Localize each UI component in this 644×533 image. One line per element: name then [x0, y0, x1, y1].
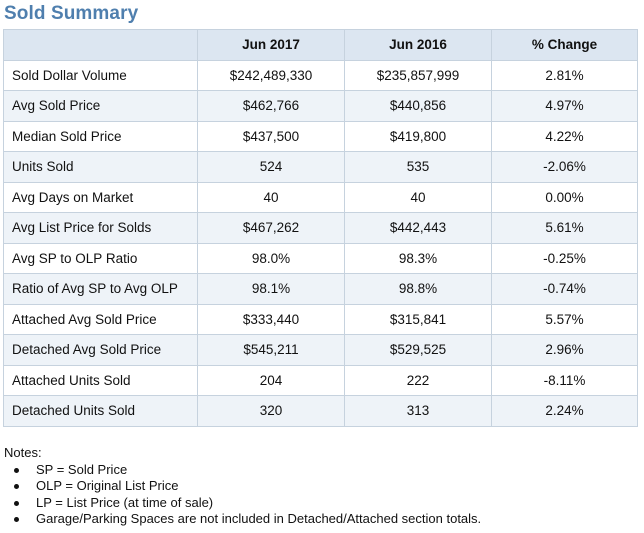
table-cell: -8.11%: [491, 364, 638, 396]
page-title: Sold Summary: [4, 3, 139, 24]
notes-list: SP = Sold Price OLP = Original List Price…: [4, 462, 481, 528]
table-cell: 98.8%: [344, 273, 492, 305]
row-label: Median Sold Price: [3, 120, 198, 152]
table-row: Attached Units Sold 204 222 -8.11%: [3, 364, 638, 396]
header-cell-jun-2016: Jun 2016: [344, 29, 492, 61]
table-cell: 5.61%: [491, 212, 638, 244]
table-cell: 2.24%: [491, 395, 638, 427]
table-cell: 4.97%: [491, 90, 638, 122]
note-text: LP = List Price (at time of sale): [36, 494, 214, 510]
note-text: OLP = Original List Price: [36, 478, 179, 494]
sold-summary-table: Jun 2017 Jun 2016 % Change Sold Dollar V…: [3, 29, 638, 427]
table-cell: $419,800: [344, 120, 492, 152]
table-cell: 204: [197, 364, 345, 396]
table-row: Ratio of Avg SP to Avg OLP 98.1% 98.8% -0.7…: [3, 273, 638, 305]
bullet-icon: [14, 517, 19, 523]
table-cell: 535: [344, 151, 492, 183]
table-cell: -0.25%: [491, 242, 638, 274]
table-row: Avg List Price for Solds $467,262 $442,443…: [3, 212, 638, 244]
table-row: Units Sold 524 535 -2.06%: [3, 151, 638, 183]
table-cell: 98.1%: [197, 273, 345, 305]
table-cell: 4.22%: [491, 120, 638, 152]
table-cell: 2.81%: [491, 59, 638, 91]
table-cell: 524: [197, 151, 345, 183]
table-row: Avg SP to OLP Ratio 98.0% 98.3% -0.25%: [3, 242, 638, 274]
table-cell: $442,443: [344, 212, 492, 244]
table-row: Attached Avg Sold Price $333,440 $315,841 5…: [3, 303, 638, 335]
table-cell: 5.57%: [491, 303, 638, 335]
bullet-icon: [14, 500, 19, 506]
table-cell: $242,489,330: [197, 59, 345, 91]
table-cell: $437,500: [197, 120, 345, 152]
table-cell: 40: [344, 181, 492, 213]
table-row: Avg Sold Price $462,766 $440,856 4.97%: [3, 90, 638, 122]
row-label: Attached Avg Sold Price: [3, 303, 198, 335]
row-label: Avg SP to OLP Ratio: [3, 242, 198, 274]
table-cell: 222: [344, 364, 492, 396]
row-label: Detached Units Sold: [3, 395, 198, 427]
header-cell-blank: [3, 29, 198, 61]
table-cell: $333,440: [197, 303, 345, 335]
bullet-icon: [14, 484, 19, 490]
table-cell: $545,211: [197, 334, 345, 366]
header-cell-pct-change: % Change: [491, 29, 638, 61]
table-cell: $440,856: [344, 90, 492, 122]
table-row: Detached Units Sold 320 313 2.24%: [3, 395, 638, 427]
table-cell: $315,841: [344, 303, 492, 335]
note-text: SP = Sold Price: [36, 461, 128, 477]
table-cell: $462,766: [197, 90, 345, 122]
table-cell: -0.74%: [491, 273, 638, 305]
table-cell: -2.06%: [491, 151, 638, 183]
table-cell: $529,525: [344, 334, 492, 366]
table-cell: 98.0%: [197, 242, 345, 274]
row-label: Avg Sold Price: [3, 90, 198, 122]
notes-heading: Notes:: [4, 445, 42, 460]
header-cell-jun-2017: Jun 2017: [197, 29, 345, 61]
row-label: Attached Units Sold: [3, 364, 198, 396]
table-cell: $467,262: [197, 212, 345, 244]
table-cell: 2.96%: [491, 334, 638, 366]
table-cell: 98.3%: [344, 242, 492, 274]
row-label: Avg Days on Market: [3, 181, 198, 213]
table-cell: 40: [197, 181, 345, 213]
table-cell: 313: [344, 395, 492, 427]
table-cell: 0.00%: [491, 181, 638, 213]
table-cell: $235,857,999: [344, 59, 492, 91]
row-label: Avg List Price for Solds: [3, 212, 198, 244]
bullet-icon: [14, 467, 19, 473]
table-row: Sold Dollar Volume $242,489,330 $235,857,9…: [3, 59, 638, 91]
row-label: Sold Dollar Volume: [3, 59, 198, 91]
table-header-row: Jun 2017 Jun 2016 % Change: [3, 29, 638, 61]
table-row: Median Sold Price $437,500 $419,800 4.22%: [3, 120, 638, 152]
table-row: Avg Days on Market 40 40 0.00%: [3, 181, 638, 213]
note-item: SP = Sold Price: [10, 462, 481, 479]
note-item: OLP = Original List Price: [10, 478, 481, 495]
row-label: Detached Avg Sold Price: [3, 334, 198, 366]
notes-section: Notes: SP = Sold Price OLP = Original Lis…: [4, 445, 481, 528]
note-item: Garage/Parking Spaces are not included i…: [10, 511, 481, 528]
note-text: Garage/Parking Spaces are not included i…: [36, 511, 482, 527]
table-cell: 320: [197, 395, 345, 427]
table-row: Detached Avg Sold Price $545,211 $529,525 2…: [3, 334, 638, 366]
row-label: Units Sold: [3, 151, 198, 183]
row-label: Ratio of Avg SP to Avg OLP: [3, 273, 198, 305]
note-item: LP = List Price (at time of sale): [10, 495, 481, 512]
